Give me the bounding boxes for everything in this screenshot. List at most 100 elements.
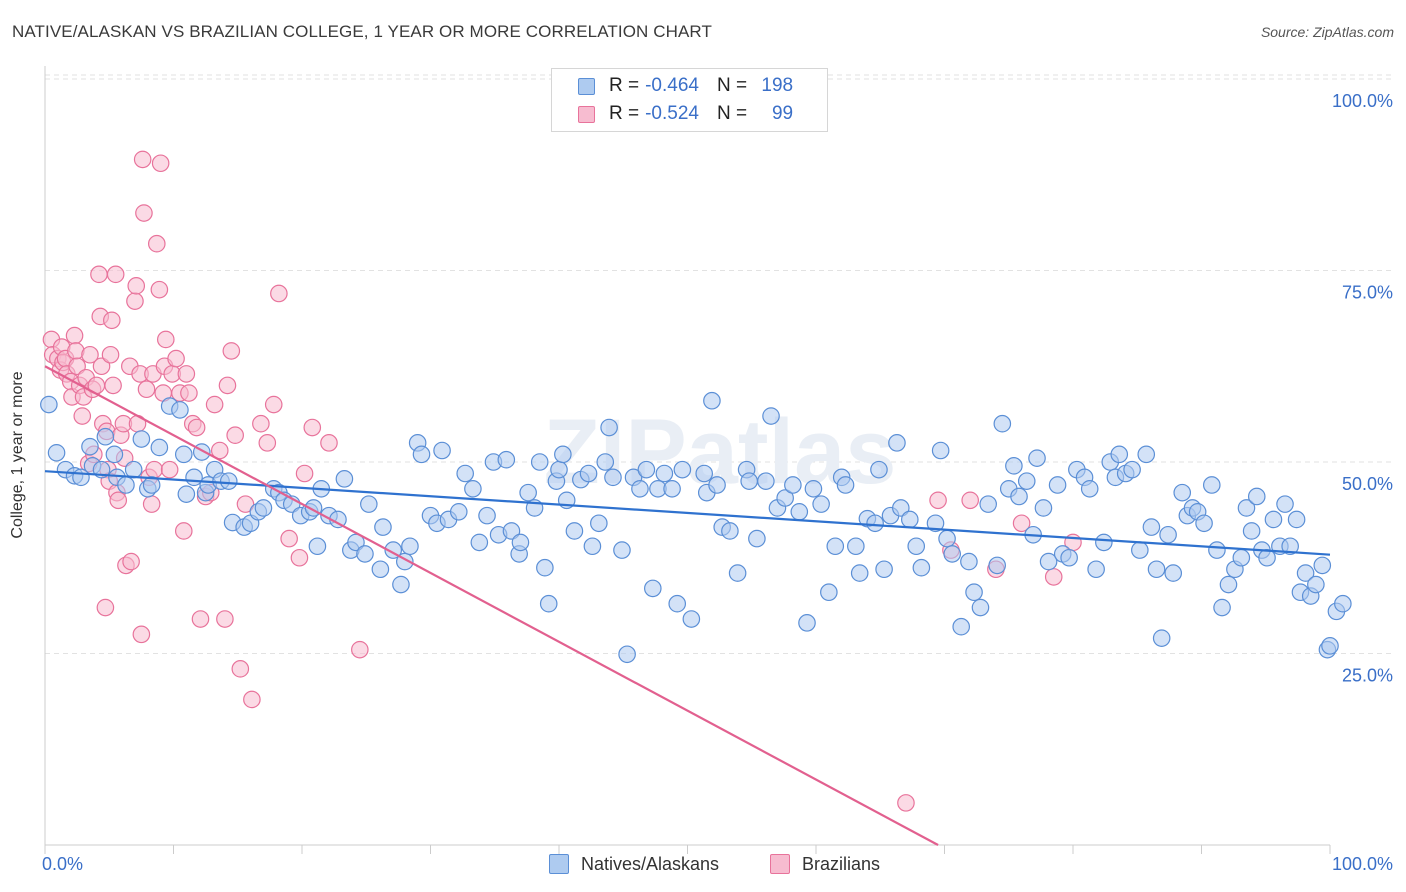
- native-point: [1005, 457, 1023, 475]
- native-point: [850, 564, 869, 582]
- brazilian-point: [122, 552, 140, 571]
- native-point: [931, 441, 950, 460]
- gridlines: [45, 74, 1392, 654]
- brazilian-point: [109, 491, 128, 510]
- native-point: [150, 438, 169, 457]
- legend-n-label: N =: [716, 75, 748, 96]
- native-point: [177, 485, 196, 503]
- brazilian-point: [218, 376, 237, 395]
- native-point: [820, 583, 838, 602]
- correlation-legend: R = -0.464 N = 198 R = -0.524 N = 99: [551, 68, 828, 132]
- native-point: [1017, 472, 1036, 490]
- x-tick-label-min: 0.0%: [42, 854, 83, 874]
- brazilian-point: [147, 234, 166, 253]
- native-point: [1276, 495, 1294, 513]
- x-tick-label-max: 100.0%: [1332, 854, 1393, 874]
- native-point: [478, 506, 496, 525]
- natives-legend-label: Natives/Alaskans: [581, 853, 720, 874]
- native-point: [174, 445, 193, 464]
- brazilian-point: [236, 495, 255, 513]
- native-point: [219, 472, 238, 490]
- native-point: [554, 445, 572, 464]
- axes: [44, 66, 1331, 854]
- brazilian-point: [101, 345, 120, 364]
- y-tick-labels: 25.0% 50.0% 75.0% 100.0%: [1332, 91, 1393, 686]
- native-point: [132, 430, 151, 448]
- native-point: [360, 495, 378, 513]
- natives-legend-swatch: [549, 854, 569, 874]
- brazilian-point: [150, 280, 169, 299]
- legend-r-value: -0.524: [645, 103, 699, 124]
- native-point: [456, 464, 474, 483]
- brazilian-point: [96, 598, 115, 617]
- native-point: [776, 489, 794, 507]
- brazilian-point: [106, 265, 125, 284]
- trend-lines: [44, 365, 1331, 846]
- native-point: [888, 434, 906, 452]
- native-point: [708, 476, 726, 494]
- brazilian-point: [151, 154, 170, 173]
- brazilians-swatch: [578, 105, 595, 123]
- legend-r-label: R =: [609, 103, 640, 124]
- native-point: [1048, 476, 1067, 494]
- native-point: [1039, 552, 1058, 571]
- brazilian-point: [243, 690, 261, 709]
- native-point: [847, 537, 865, 556]
- native-point: [728, 564, 747, 582]
- bottom-legend-natives: Natives/Alaskans: [549, 852, 719, 876]
- native-point: [1281, 537, 1299, 556]
- brazilian-point: [320, 434, 338, 452]
- native-point: [401, 537, 419, 556]
- legend-row-natives: R = -0.464 N = 198: [578, 75, 793, 97]
- brazilian-point: [126, 292, 144, 310]
- native-point: [907, 537, 926, 556]
- native-point: [1142, 518, 1161, 536]
- native-point: [1173, 483, 1192, 502]
- native-point: [1060, 548, 1078, 567]
- native-point: [371, 560, 390, 579]
- brazilians-legend-label: Brazilians: [802, 853, 881, 874]
- native-point: [1307, 575, 1325, 594]
- brazilian-point: [137, 380, 156, 399]
- native-point: [1028, 449, 1046, 467]
- native-point: [600, 418, 618, 437]
- native-point: [682, 610, 701, 628]
- native-point: [590, 514, 608, 533]
- native-point: [1287, 510, 1306, 529]
- brazilian-point: [156, 330, 175, 349]
- native-point: [433, 441, 451, 460]
- native-point: [988, 556, 1006, 575]
- native-point: [938, 529, 956, 548]
- native-point: [943, 545, 962, 563]
- native-point: [618, 645, 636, 664]
- native-point: [1110, 445, 1129, 464]
- native-point: [356, 545, 374, 563]
- brazilian-point: [177, 365, 196, 383]
- native-point: [1232, 548, 1251, 567]
- native-point: [335, 470, 354, 488]
- native-point: [519, 483, 537, 502]
- native-point: [497, 450, 516, 469]
- native-point: [1164, 564, 1183, 582]
- brazilian-point: [205, 395, 224, 414]
- native-point: [449, 502, 468, 521]
- native-point: [105, 445, 124, 464]
- brazilian-point: [65, 326, 84, 345]
- native-point: [1034, 499, 1053, 517]
- x-tick-labels: 0.0% 100.0%: [42, 854, 1393, 874]
- native-point: [965, 583, 983, 602]
- brazilian-point: [280, 529, 298, 548]
- native-point: [721, 522, 739, 540]
- native-point: [960, 552, 978, 571]
- legend-r-label: R =: [609, 75, 640, 96]
- native-point: [347, 533, 365, 552]
- native-point: [604, 468, 622, 487]
- brazilian-point: [231, 660, 250, 678]
- brazilian-point: [68, 357, 86, 376]
- native-point: [637, 460, 656, 479]
- brazilian-point: [145, 460, 164, 479]
- native-point: [1080, 480, 1099, 498]
- native-point: [511, 533, 530, 552]
- native-point: [1123, 460, 1141, 479]
- brazilian-point: [81, 345, 99, 364]
